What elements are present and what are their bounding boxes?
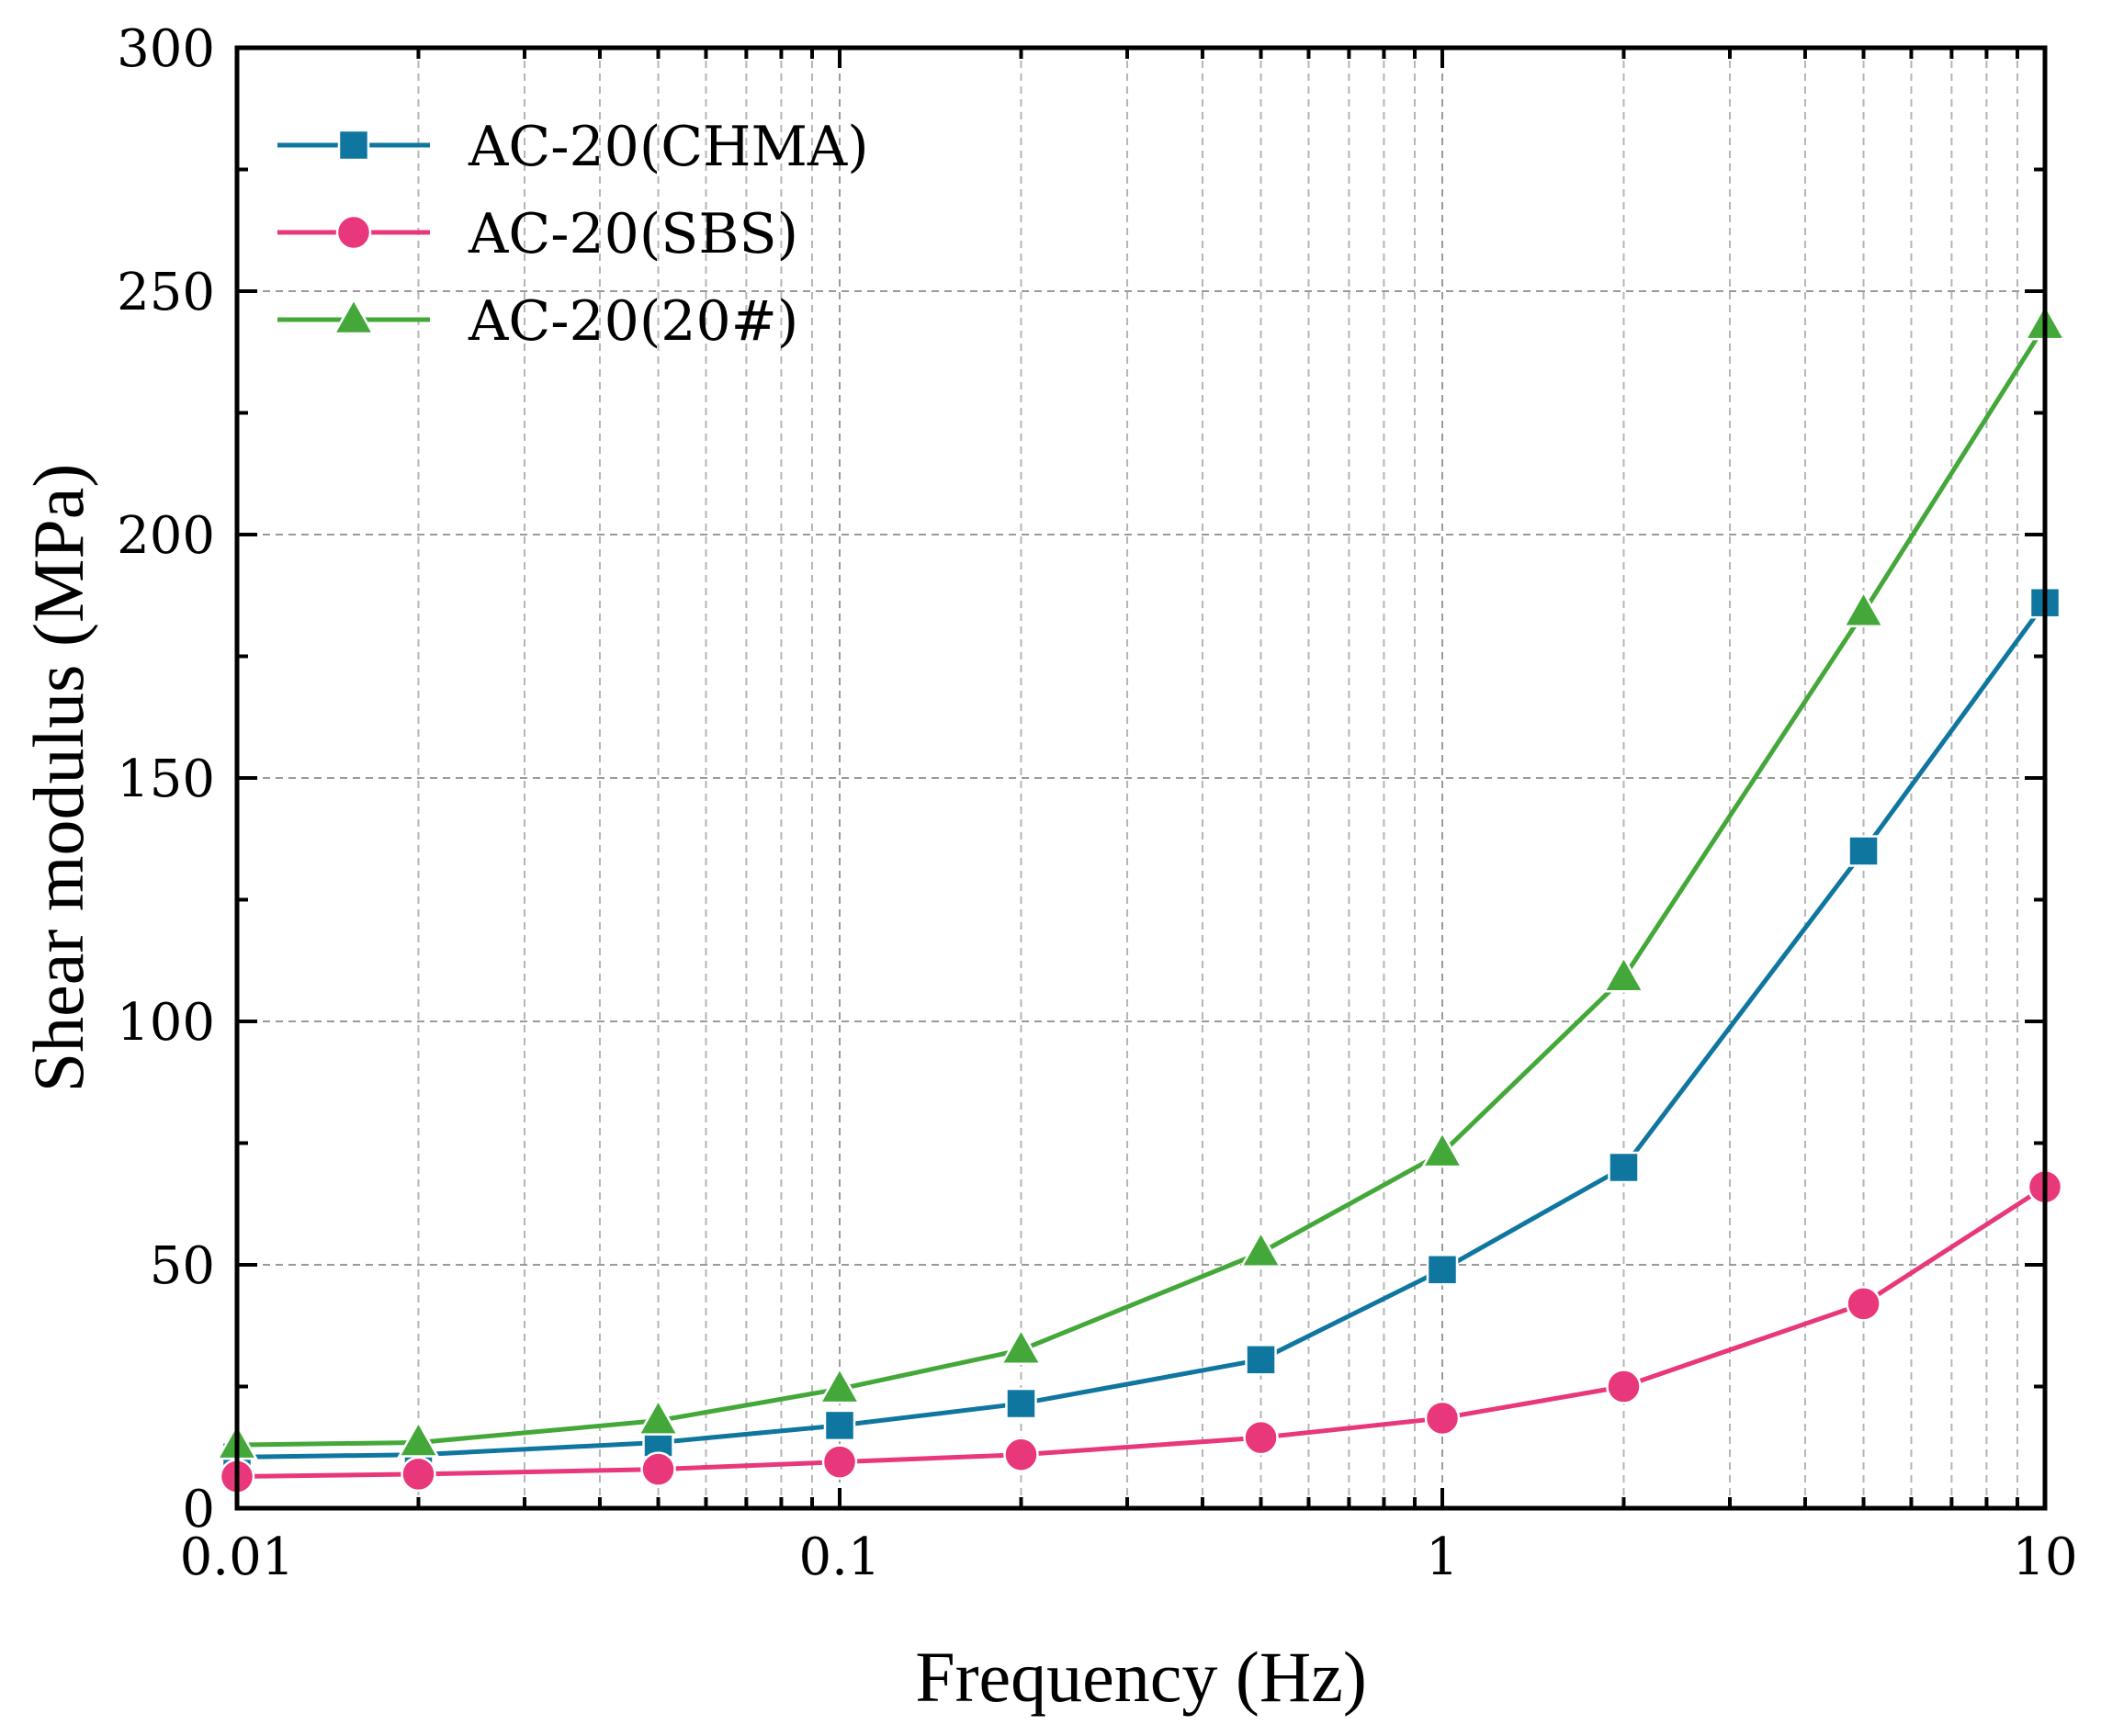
data-point	[1243, 1419, 1279, 1456]
series-layer	[215, 302, 2067, 1494]
y-tick-label: 0	[182, 1480, 215, 1539]
series-line	[236, 323, 2048, 1448]
data-point	[1245, 1344, 1277, 1376]
data-point	[1005, 1387, 1037, 1420]
legend-label: AC-20(CHMA)	[468, 115, 869, 179]
data-point	[1420, 1130, 1464, 1168]
data-point	[1426, 1254, 1459, 1286]
x-tick-label: 0.1	[798, 1527, 880, 1587]
x-axis-title: Frequency (Hz)	[915, 1637, 1367, 1717]
plot-frame	[234, 45, 2048, 1511]
data-point	[818, 1366, 862, 1404]
legend: AC-20(CHMA) AC-20(SBS) AC-20(20#)	[277, 115, 869, 354]
data-point	[1842, 590, 1885, 628]
legend-label: AC-20(20#)	[468, 289, 798, 354]
y-tick-label: 250	[117, 263, 215, 322]
data-point	[1239, 1230, 1282, 1268]
legend-item: AC-20(20#)	[277, 289, 798, 354]
data-point	[640, 1451, 676, 1487]
legend-marker	[332, 297, 376, 335]
data-point	[397, 1419, 440, 1458]
y-tick-label: 300	[117, 19, 215, 79]
y-tick-label: 50	[150, 1236, 215, 1296]
data-point	[1847, 835, 1880, 867]
grid	[237, 48, 2045, 1508]
legend-marker	[337, 129, 370, 162]
data-point	[823, 1409, 856, 1442]
series-line	[236, 1185, 2047, 1480]
data-point	[1608, 1151, 1640, 1184]
data-point	[1606, 1369, 1642, 1404]
series-AC-20(20#)	[215, 302, 2067, 1460]
data-point	[1000, 1327, 1043, 1365]
data-point	[1003, 1437, 1039, 1472]
series-AC-20(SBS)	[219, 1168, 2063, 1494]
legend-label: AC-20(SBS)	[468, 202, 798, 266]
y-tick-label: 100	[117, 993, 215, 1053]
data-point	[821, 1444, 858, 1480]
data-point	[401, 1456, 436, 1493]
data-point	[637, 1398, 680, 1436]
y-tick-label: 200	[117, 506, 215, 566]
y-tick-label: 150	[117, 750, 215, 809]
legend-marker	[335, 214, 372, 251]
data-point	[1602, 954, 1645, 993]
x-tick-label: 10	[2012, 1527, 2077, 1587]
series-line	[236, 601, 2048, 1460]
data-point	[1846, 1286, 1881, 1322]
series-AC-20(CHMA)	[220, 586, 2061, 1473]
y-axis-title: Shear modulus (MPa)	[18, 464, 98, 1093]
data-point	[1424, 1400, 1461, 1437]
legend-item: AC-20(SBS)	[277, 202, 798, 266]
legend-item: AC-20(CHMA)	[277, 115, 869, 179]
x-tick-label: 1	[1426, 1527, 1459, 1587]
x-tick-label: 0.01	[180, 1527, 295, 1587]
